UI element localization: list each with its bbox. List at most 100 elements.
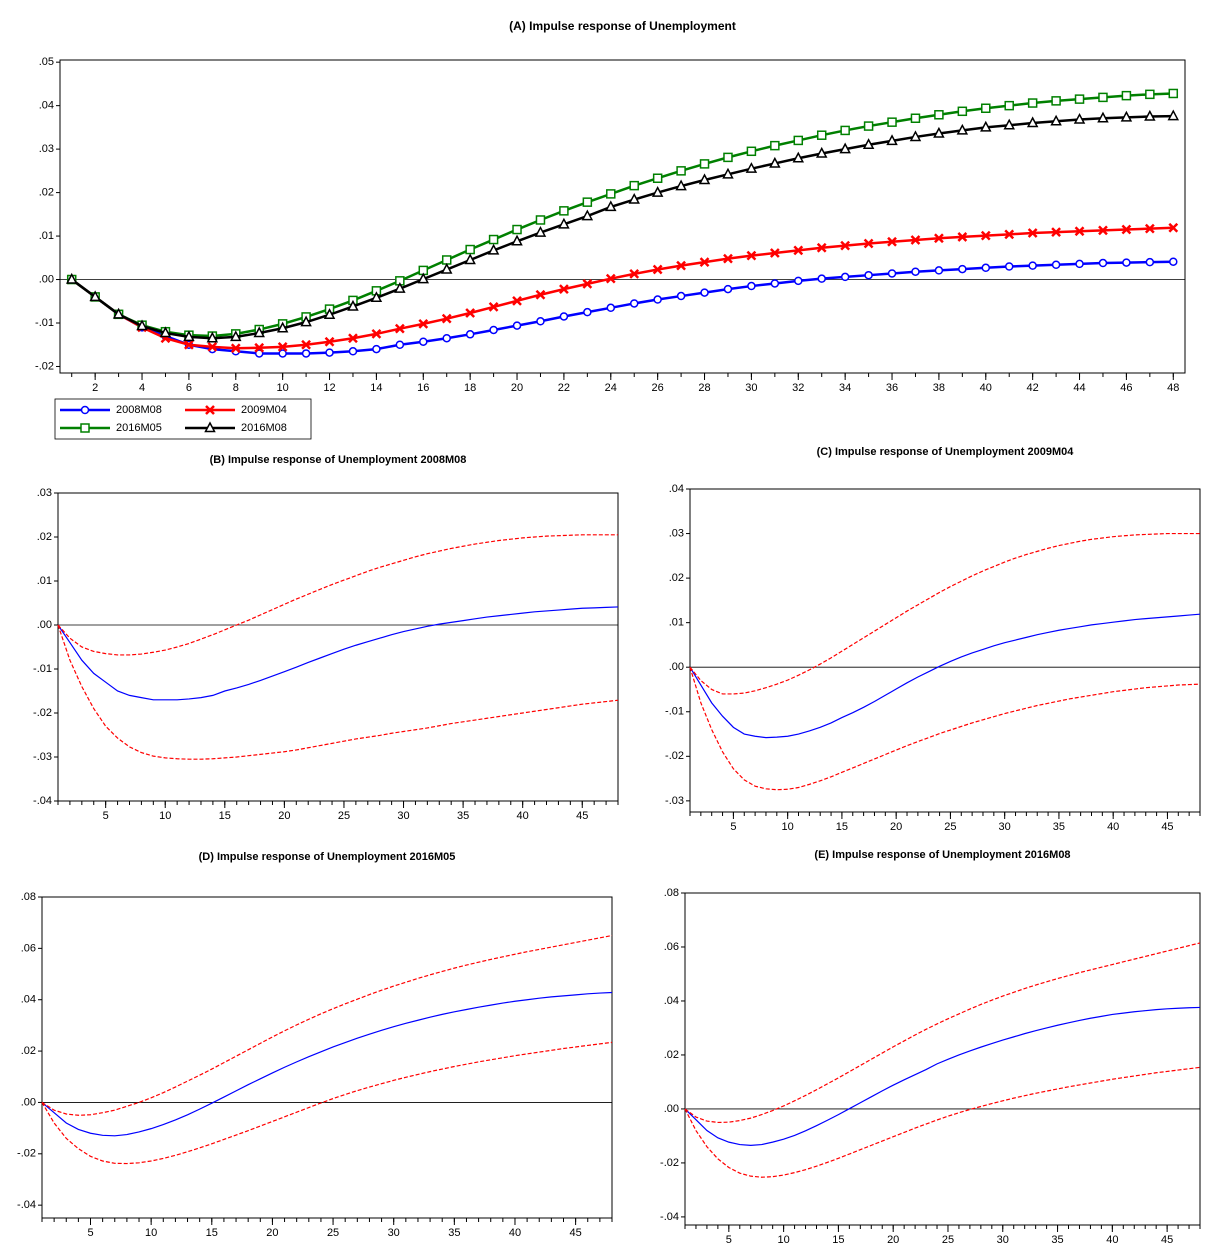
x-tick-label: 26 (652, 382, 664, 394)
marker (419, 337, 428, 346)
series-line (684, 1066, 1201, 1178)
marker (675, 179, 687, 191)
marker (816, 242, 827, 253)
marker (910, 113, 921, 124)
y-tick-label: -.04 (33, 795, 52, 807)
marker (1144, 223, 1155, 234)
marker (699, 257, 710, 268)
y-tick-label: .02 (39, 186, 54, 198)
marker (464, 253, 476, 265)
marker (65, 272, 78, 284)
marker (815, 146, 828, 158)
marker (770, 279, 780, 288)
series-line (70, 92, 1174, 338)
x-tick-label: 28 (698, 382, 710, 394)
marker (581, 209, 594, 221)
x-tick-label: 8 (233, 382, 239, 394)
marker (348, 333, 358, 344)
chart-title: (A) Impulse response of Unemployment (509, 19, 736, 33)
marker (980, 230, 991, 241)
marker (583, 307, 592, 317)
x-tick-label: 22 (558, 382, 570, 394)
x-tick-label: 20 (511, 382, 523, 394)
x-tick-label: 10 (782, 821, 794, 833)
y-tick-label: .02 (21, 1045, 36, 1057)
x-tick-label: 20 (887, 1234, 899, 1246)
marker (394, 323, 405, 334)
marker (723, 253, 733, 264)
marker (1003, 118, 1015, 130)
y-tick-label: .00 (37, 619, 52, 631)
marker (911, 267, 920, 276)
series-line (689, 613, 1201, 739)
marker (441, 313, 452, 324)
legend-label: 2008M08 (116, 404, 162, 416)
marker (536, 317, 545, 326)
marker (957, 232, 968, 242)
x-tick-label: 30 (397, 810, 409, 822)
marker (628, 192, 640, 204)
marker (512, 321, 522, 330)
marker (230, 330, 242, 342)
marker (746, 146, 757, 157)
marker (301, 349, 311, 358)
marker (325, 348, 334, 357)
marker (887, 117, 897, 127)
marker (559, 312, 569, 321)
marker (559, 284, 569, 294)
marker (1097, 111, 1109, 123)
marker (395, 340, 405, 349)
y-tick-label: -.02 (665, 750, 684, 762)
y-tick-label: .00 (39, 273, 54, 285)
x-tick-label: 45 (569, 1227, 581, 1239)
legend-marker (80, 405, 90, 415)
y-tick-label: .02 (37, 531, 52, 543)
marker (159, 326, 172, 338)
marker (112, 307, 125, 319)
x-tick-label: 4 (139, 382, 145, 394)
marker (1168, 88, 1179, 99)
marker (862, 138, 875, 150)
marker (371, 328, 382, 339)
x-tick-label: 45 (1161, 821, 1173, 833)
marker (1026, 116, 1039, 128)
marker (277, 342, 288, 352)
x-tick-label: 45 (576, 810, 588, 822)
marker (465, 244, 475, 255)
y-tick-label: -.01 (33, 663, 52, 675)
y-tick-label: .02 (669, 572, 684, 584)
x-tick-label: 35 (1053, 821, 1065, 833)
marker (1004, 229, 1015, 240)
x-tick-label: 40 (1107, 821, 1119, 833)
marker (535, 215, 546, 225)
marker (1004, 100, 1014, 111)
marker (1122, 258, 1131, 267)
plot-frame (57, 492, 619, 802)
x-tick-label: 10 (159, 810, 171, 822)
chart-title: (B) Impulse response of Unemployment 200… (210, 454, 467, 466)
marker (863, 238, 874, 249)
marker (863, 121, 874, 131)
marker (606, 303, 616, 313)
marker (348, 347, 358, 356)
plot-frame (41, 896, 613, 1219)
marker (910, 235, 921, 245)
marker (840, 125, 850, 136)
series-line (689, 667, 1201, 791)
y-tick-label: .06 (664, 941, 679, 953)
marker (323, 308, 336, 319)
marker (558, 217, 570, 229)
x-tick-label: 35 (448, 1227, 460, 1239)
marker (676, 166, 686, 176)
x-tick-label: 30 (997, 1234, 1009, 1246)
marker (887, 236, 897, 247)
y-tick-label: .08 (664, 887, 679, 899)
series-line (70, 114, 1174, 340)
marker (769, 156, 781, 168)
plot-frame (689, 488, 1201, 813)
x-tick-label: 18 (464, 382, 476, 394)
y-tick-label: -.03 (665, 795, 684, 807)
x-tick-label: 2 (92, 382, 98, 394)
marker (887, 269, 897, 278)
